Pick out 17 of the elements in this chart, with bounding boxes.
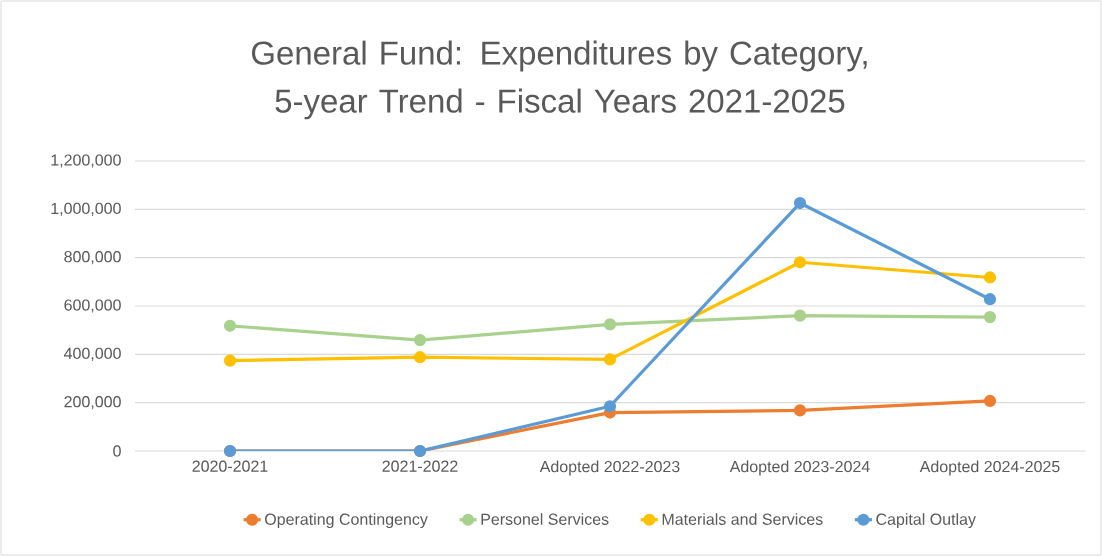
y-tick-label: 600,000 — [64, 299, 121, 313]
chart-title: General Fund: Expenditures by Category, 5-year Trend - Fiscal Years 2021-2025 — [251, 40, 867, 120]
legend-label: Operating Contingency — [265, 513, 428, 529]
x-tick-label: 2021-2022 — [382, 460, 458, 472]
y-tick-label: 1,000,000 — [51, 202, 121, 216]
y-tick-label: 1,200,000 — [51, 154, 121, 168]
x-tick-label: Adopted 2023-2024 — [729, 460, 870, 476]
x-tick-label: Adopted 2024-2025 — [919, 460, 1060, 476]
y-tick-label: 0 — [113, 445, 121, 457]
legend-label: Materials and Services — [662, 513, 823, 525]
legend-label: Personel Services — [481, 513, 609, 525]
y-tick-label: 800,000 — [64, 251, 121, 265]
x-tick-label: 2020-2021 — [192, 460, 268, 472]
x-tick-label: Adopted 2022-2023 — [539, 460, 680, 476]
y-tick-label: 200,000 — [64, 396, 121, 410]
legend-label: Capital Outlay — [876, 513, 976, 529]
y-tick-label: 400,000 — [64, 347, 121, 361]
